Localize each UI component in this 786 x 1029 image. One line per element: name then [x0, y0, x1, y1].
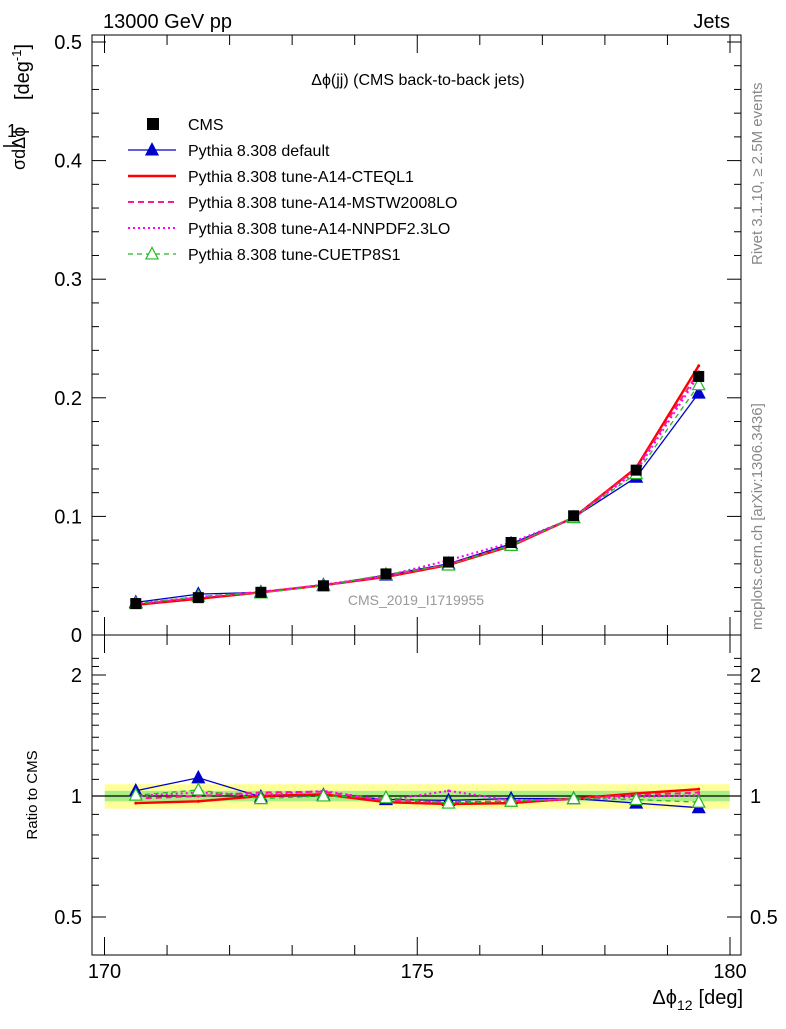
legend-entry-mstw: Pythia 8.308 tune-A14-MSTW2008LO [128, 195, 457, 212]
legend-entry-cteql1: Pythia 8.308 tune-A14-CTEQL1 [128, 169, 414, 186]
ratio-series-cuetp8s1 [128, 782, 706, 809]
data-point [192, 592, 204, 604]
legend: CMS Pythia 8.308 default Pythia 8.308 tune… [128, 117, 457, 264]
ratio-series [128, 769, 706, 814]
ratio-point-cuetp8s1 [441, 795, 456, 809]
legend-label-data: CMS [188, 117, 224, 134]
jets-label: Jets [693, 11, 730, 33]
ratio-point-default [191, 769, 206, 784]
data-point [380, 568, 392, 580]
ratio-y-tick-label-left: 2 [71, 665, 82, 687]
y-tick-label: 0.5 [54, 32, 82, 54]
ratio-point-cuetp8s1 [316, 788, 331, 802]
x-tick-label: 180 [713, 961, 746, 983]
legend-label-mstw: Pythia 8.308 tune-A14-MSTW2008LO [188, 195, 457, 212]
ratio-point-cuetp8s1 [504, 793, 519, 807]
legend-label-default: Pythia 8.308 default [188, 143, 330, 160]
ratio-point-mstw [697, 791, 701, 795]
data-point [568, 510, 580, 522]
ratio-point-cuetp8s1 [191, 782, 206, 796]
x-tick-label: 175 [401, 961, 434, 983]
ratio-y-axis-label: Ratio to CMS [24, 750, 41, 839]
ratio-y-ticks: 0.5 0.5 1 1 2 2 [54, 657, 778, 929]
ratio-point-cteql1 [697, 787, 701, 791]
data-point [443, 556, 455, 568]
rivet-label: Rivet 3.1.10, ≥ 2.5M events [749, 83, 766, 266]
y-tick-label: 0 [71, 625, 82, 647]
data-point [630, 464, 642, 476]
legend-label-cteql1: Pythia 8.308 tune-A14-CTEQL1 [188, 169, 414, 186]
ratio-y-tick-label-right: 2 [750, 665, 761, 687]
ratio-point-cuetp8s1 [253, 790, 268, 805]
series-point-cuetp8s1 [691, 376, 706, 391]
x-axis-label: Δϕ12 [deg] [652, 987, 743, 1013]
main-series-default [128, 385, 706, 608]
x-tick-label: 170 [88, 961, 121, 983]
series-line-cuetp8s1 [135, 384, 700, 605]
ratio-panel: 0.5 0.5 1 1 2 2 170 175 180 [54, 634, 778, 983]
ratio-y-tick-label-left: 0.5 [54, 907, 82, 929]
ratio-line-cuetp8s1 [135, 789, 699, 804]
main-y-ticks: 0 0.1 0.2 0.3 0.4 0.5 [54, 32, 741, 647]
legend-entry-default: Pythia 8.308 default [128, 142, 330, 160]
legend-label-cuetp8s1: Pythia 8.308 tune-CUETP8S1 [188, 247, 401, 264]
legend-entry-cuetp8s1: Pythia 8.308 tune-CUETP8S1 [128, 246, 401, 264]
y-tick-label: 0.4 [54, 151, 82, 173]
data-point [130, 598, 142, 610]
legend-marker-default [144, 142, 160, 156]
ratio-y-tick-label-left: 1 [71, 786, 82, 808]
ratio-frame [91, 634, 742, 956]
series-point-cteql1 [697, 364, 701, 368]
ratio-x-ticks: 170 175 180 [88, 635, 747, 983]
main-series [128, 364, 706, 610]
ratio-y-tick-label-right: 0.5 [750, 907, 778, 929]
main-title: Δϕ(jj) (CMS back-to-back jets) [311, 72, 524, 89]
y-label-sigma-d: σdΔϕ [9, 127, 29, 170]
legend-label-nnpdf: Pythia 8.308 tune-A14-NNPDF2.3LO [188, 221, 450, 238]
y-label-one: 1 [7, 121, 17, 141]
ratio-point-cuetp8s1 [378, 789, 394, 804]
y-tick-label: 0.2 [54, 388, 82, 410]
y-label-units: [deg-1] [9, 44, 34, 100]
legend-entry-nnpdf: Pythia 8.308 tune-A14-NNPDF2.3LO [128, 221, 450, 238]
ratio-point-cuetp8s1 [691, 794, 706, 808]
data-point [317, 580, 329, 592]
ratio-point-cteql1 [134, 801, 138, 805]
legend-marker-data [147, 118, 159, 130]
ratio-point-cuetp8s1 [629, 791, 644, 806]
ratio-y-tick-label-right: 1 [750, 786, 761, 808]
ratio-point-cteql1 [196, 799, 200, 803]
y-tick-label: 0.3 [54, 269, 82, 291]
legend-marker-cuetp8s1 [144, 246, 160, 260]
ratio-line-nnpdf [135, 789, 699, 802]
collision-label: 13000 GeV pp [103, 11, 232, 33]
mcplots-label: mcplots.cern.ch [arXiv:1306.3436] [749, 403, 766, 630]
ratio-point-cuetp8s1 [128, 787, 143, 801]
main-series-data [130, 370, 705, 610]
data-point [255, 586, 267, 598]
main-panel: Δϕ(jj) (CMS back-to-back jets) CMS_2019_… [54, 32, 742, 647]
series-point-default [691, 385, 706, 399]
ratio-point-nnpdf [447, 789, 451, 793]
y-tick-label: 0.1 [54, 506, 82, 528]
legend-entry-data: CMS [147, 117, 224, 134]
ratio-point-cuetp8s1 [566, 790, 581, 805]
main-series-cuetp8s1 [128, 376, 706, 610]
main-x-ticks [104, 35, 731, 635]
main-y-axis-label: 1 σdΔϕ [deg-1] [3, 44, 34, 170]
data-point [693, 370, 705, 382]
data-point [505, 536, 517, 548]
watermark: CMS_2019_I1719955 [348, 592, 484, 608]
